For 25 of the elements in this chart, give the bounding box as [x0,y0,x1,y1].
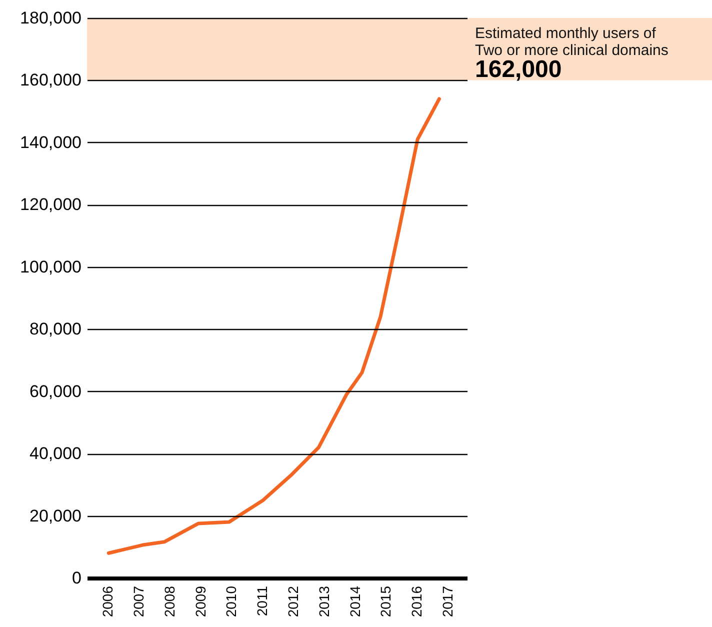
band-label: Estimated monthly users of Two or more clinical domains [475,25,668,59]
y-tick-label: 0 [72,568,82,588]
x-tick-label: 2012 [284,586,301,618]
x-tick-label: 2015 [378,586,394,618]
y-tick-label: 160,000 [20,70,82,90]
y-tick-label: 100,000 [20,257,82,276]
x-tick-label: 2017 [439,586,456,618]
y-tick-label: 20,000 [30,506,82,526]
x-tick-label: 2010 [223,586,240,618]
x-tick-label: 2008 [161,586,178,618]
text: 162,000 [475,56,562,83]
y-tick-label: 180,000 [20,8,82,28]
y-tick-label: 80,000 [30,320,82,339]
x-tick-label: 2006 [100,586,116,618]
x-tick-label: 2013 [316,586,332,618]
x-tick-label: 2016 [408,586,425,618]
x-tick-label: 2014 [346,586,363,618]
y-tick-label: 140,000 [20,132,82,152]
x-tick-label: 2007 [130,586,147,618]
line-series [106,97,441,555]
x-tick-label: 2011 [254,586,270,616]
y-tick-label: 120,000 [20,195,82,214]
x-tick-label: 2009 [192,586,208,618]
y-tick-label: 60,000 [30,382,82,401]
y-tick-label: 40,000 [30,444,82,464]
